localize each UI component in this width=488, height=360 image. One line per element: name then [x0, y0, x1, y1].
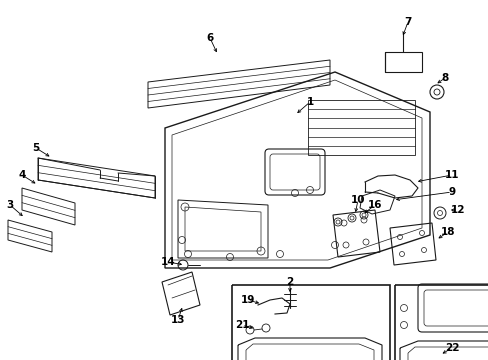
- Text: 10: 10: [350, 195, 365, 205]
- Bar: [394, 285, 488, 360]
- Text: 22: 22: [444, 343, 458, 353]
- Text: 9: 9: [447, 187, 455, 197]
- Text: 7: 7: [404, 17, 411, 27]
- Text: 18: 18: [440, 227, 454, 237]
- Bar: [231, 285, 389, 360]
- Text: 14: 14: [161, 257, 175, 267]
- Text: 16: 16: [367, 200, 382, 210]
- Text: 4: 4: [18, 170, 26, 180]
- Text: 3: 3: [6, 200, 14, 210]
- Text: 1: 1: [306, 97, 313, 107]
- Text: 11: 11: [444, 170, 458, 180]
- Text: 21: 21: [234, 320, 249, 330]
- Text: 6: 6: [206, 33, 213, 43]
- Text: 13: 13: [170, 315, 185, 325]
- Text: 5: 5: [32, 143, 40, 153]
- Text: 12: 12: [450, 205, 464, 215]
- Text: 8: 8: [441, 73, 447, 83]
- Text: 2: 2: [286, 277, 293, 287]
- Text: 19: 19: [240, 295, 255, 305]
